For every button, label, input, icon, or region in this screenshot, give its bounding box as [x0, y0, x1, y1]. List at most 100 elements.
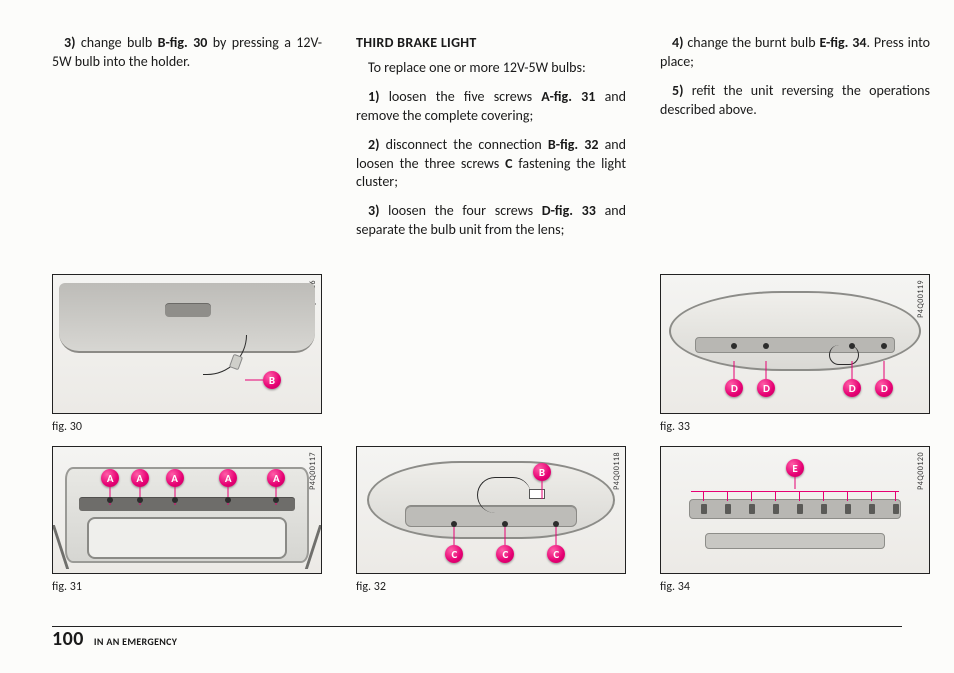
marker-label: E	[792, 462, 797, 475]
marker-d: D	[875, 379, 893, 397]
bulb-segment	[797, 504, 803, 514]
figure-caption: fig. 32	[356, 580, 626, 594]
figure-33-box: P4Q00119 D D D D	[660, 274, 930, 414]
marker-label: C	[452, 548, 458, 561]
lens-outline	[669, 291, 921, 371]
marker-label: A	[171, 472, 178, 485]
figure-30-box: P4Q00116 B	[52, 274, 322, 414]
figure-code: P4Q00117	[308, 452, 318, 490]
marker-label: D	[881, 382, 888, 395]
window-opening	[87, 517, 287, 559]
bulb-segment	[893, 504, 899, 514]
figure-caption: fig. 30	[52, 420, 322, 434]
marker-a: A	[131, 469, 149, 487]
bracket-arm	[847, 491, 848, 501]
bulb-bar	[695, 337, 895, 353]
marker-label: D	[849, 382, 856, 395]
col2-step1: 1) loosen the five screws A-fig. 31 and …	[356, 88, 626, 126]
col1-step3: 3) change bulb B-fig. 30 by pressing a 1…	[52, 34, 322, 72]
marker-c: C	[445, 545, 463, 563]
bulb-segment	[701, 504, 707, 514]
marker-lead	[766, 361, 767, 379]
marker-label: B	[539, 466, 545, 479]
col3-step4: 4) change the burnt bulb E-fig. 34. Pres…	[660, 34, 930, 72]
bulb-segments	[691, 504, 899, 514]
col2-figures: P4Q00118 B C C C fig. 32	[356, 446, 626, 594]
figure-caption: fig. 33	[660, 420, 930, 434]
figure-32-box: P4Q00118 B C C C	[356, 446, 626, 574]
bracket-arm	[823, 491, 824, 501]
figure-code: P4Q00120	[916, 452, 926, 490]
marker-lead	[852, 361, 853, 379]
col1-figures: P4Q00116 B fig. 30 P4Q00117	[52, 274, 322, 594]
section-heading: THIRD BRAKE LIGHT	[356, 34, 626, 51]
step-num: 1)	[368, 88, 379, 105]
figure-31: P4Q00117 A A A A A fig. 31	[52, 446, 322, 594]
marker-label: A	[225, 472, 232, 485]
bulb-segment	[869, 504, 875, 514]
bulb-segment	[773, 504, 779, 514]
marker-lead	[454, 527, 455, 545]
marker-c: C	[547, 545, 565, 563]
connector-wire	[477, 477, 531, 513]
bracket-arm	[799, 491, 800, 501]
marker-lead	[245, 380, 263, 381]
column-1: 3) change bulb B-fig. 30 by pressing a 1…	[52, 34, 322, 594]
bracket-arm	[871, 491, 872, 501]
bulb-segment	[749, 504, 755, 514]
manual-page: 3) change bulb B-fig. 30 by pressing a 1…	[0, 0, 954, 673]
bracket-arm	[895, 491, 896, 501]
figure-caption: fig. 31	[52, 580, 322, 594]
step-num: 4)	[672, 34, 683, 51]
step-num: 5)	[672, 82, 683, 99]
marker-label: C	[553, 548, 559, 561]
figure-33: P4Q00119 D D D D fig. 33	[660, 274, 930, 434]
col3-figures: P4Q00119 D D D D fig. 33 P4Q00120	[660, 274, 930, 594]
marker-label: D	[731, 382, 738, 395]
page-number: 100	[52, 627, 84, 651]
marker-c: C	[496, 545, 514, 563]
bulb-segment	[725, 504, 731, 514]
marker-lead	[734, 361, 735, 379]
figure-caption: fig. 34	[660, 580, 930, 594]
figure-30: P4Q00116 B fig. 30	[52, 274, 322, 434]
step-num: 2)	[368, 136, 379, 153]
section-name: IN AN EMERGENCY	[94, 635, 177, 648]
marker-label: A	[107, 472, 114, 485]
figure-code: P4Q00118	[612, 452, 622, 490]
step-num: 3)	[64, 34, 75, 51]
col3-step5: 5) refit the unit reversing the oper­ati…	[660, 82, 930, 120]
col2-step2: 2) disconnect the connection B-fig. 32 a…	[356, 136, 626, 193]
handle-recess	[165, 303, 211, 317]
column-2: THIRD BRAKE LIGHT To replace one or more…	[356, 34, 626, 594]
screw-hole	[137, 497, 143, 503]
marker-d: D	[725, 379, 743, 397]
screw-hole	[172, 497, 178, 503]
figure-code: P4Q00119	[916, 280, 926, 318]
marker-label: A	[136, 472, 143, 485]
col2-step3: 3) loosen the four screws D-fig. 33 and …	[356, 202, 626, 240]
column-3: 4) change the burnt bulb E-fig. 34. Pres…	[660, 34, 930, 594]
marker-e: E	[786, 459, 804, 477]
page-footer: 100 IN AN EMERGENCY	[52, 627, 177, 651]
marker-label: B	[269, 374, 275, 387]
marker-b: B	[263, 371, 281, 389]
bulb-segment	[821, 504, 827, 514]
figure-34: P4Q00120 E fig.	[660, 446, 930, 594]
bracket-arm	[775, 491, 776, 501]
figure-34-box: P4Q00120 E	[660, 446, 930, 574]
loop-wire	[829, 345, 859, 365]
marker-label: A	[273, 472, 280, 485]
marker-d: D	[757, 379, 775, 397]
columns: 3) change bulb B-fig. 30 by pressing a 1…	[52, 34, 902, 594]
marker-b: B	[533, 463, 551, 481]
bulb-wire	[203, 335, 247, 375]
bulb-segment	[845, 504, 851, 514]
marker-lead	[795, 477, 796, 489]
marker-lead	[542, 481, 543, 499]
marker-a: A	[166, 469, 184, 487]
marker-lead	[556, 527, 557, 545]
lower-bar	[705, 533, 885, 549]
marker-lead	[884, 361, 885, 379]
bracket-arm	[727, 491, 728, 501]
